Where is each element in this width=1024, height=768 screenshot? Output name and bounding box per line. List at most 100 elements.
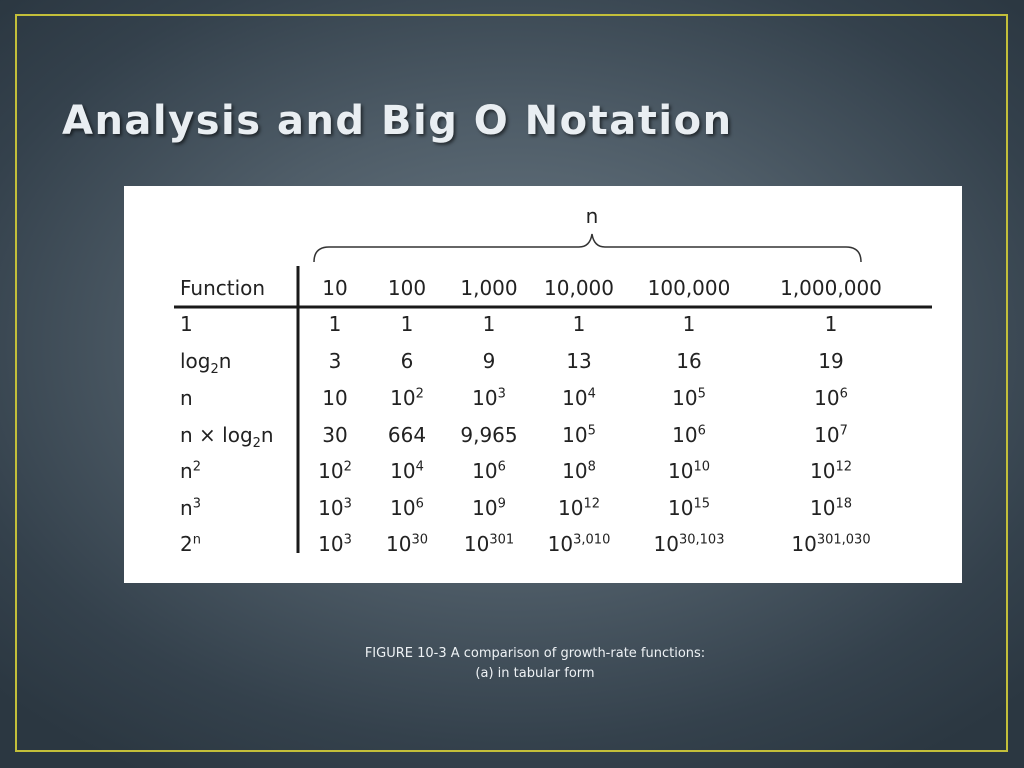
function-name: log bbox=[180, 349, 211, 373]
cell-exponent: 15 bbox=[693, 496, 710, 512]
function-label: 1 bbox=[180, 312, 193, 336]
growth-rate-table-figure: n Function 10 100 1,000 10,000 100,000 1,000,… bbox=[124, 186, 962, 583]
table-cell: 1 bbox=[825, 312, 838, 336]
cell-base: 10 bbox=[472, 496, 498, 520]
cell-exponent: 18 bbox=[835, 496, 852, 512]
cell-base: 3 bbox=[328, 349, 342, 373]
cell-base: 10 bbox=[810, 496, 836, 520]
cell-exponent: 5 bbox=[697, 386, 706, 402]
cell-exponent: 4 bbox=[587, 386, 596, 402]
table-cell: 102 bbox=[318, 459, 352, 483]
figure-caption-line-2: (a) in tabular form bbox=[475, 666, 595, 681]
cell-exponent: 12 bbox=[835, 459, 852, 475]
cell-base: 10 bbox=[390, 459, 416, 483]
cell-base: 10 bbox=[653, 532, 679, 556]
cell-exponent: 6 bbox=[415, 496, 424, 512]
function-subscript: 2 bbox=[252, 436, 261, 451]
function-superscript: 2 bbox=[192, 459, 201, 475]
cell-base: 1 bbox=[328, 312, 342, 336]
function-label: n × log2n bbox=[180, 423, 274, 450]
cell-base: 10 bbox=[463, 532, 490, 556]
slide-frame bbox=[15, 14, 1008, 752]
cell-base: 10 bbox=[390, 496, 416, 520]
table-cell: 103 bbox=[318, 532, 352, 556]
cell-base: 6 bbox=[400, 349, 414, 373]
table-cell: 10 bbox=[322, 386, 347, 410]
cell-base: 10 bbox=[672, 386, 698, 410]
table-cell: 9,965 bbox=[460, 423, 517, 447]
slide-title: Analysis and Big O Notation bbox=[62, 98, 733, 144]
cell-exponent: 2 bbox=[343, 459, 352, 475]
cell-base: 10 bbox=[322, 386, 348, 410]
cell-base: 10 bbox=[318, 532, 344, 556]
table-cell: 9 bbox=[483, 349, 496, 373]
table-rules bbox=[174, 233, 932, 553]
table-cell: 108 bbox=[562, 459, 596, 483]
cell-exponent: 3,010 bbox=[573, 532, 611, 548]
cell-base: 10 bbox=[562, 386, 588, 410]
n-axis-label: n bbox=[585, 204, 599, 228]
cell-base: 10 bbox=[791, 532, 817, 556]
table-cell: 107 bbox=[814, 423, 848, 447]
cell-base: 10 bbox=[814, 423, 840, 447]
cell-exponent: 12 bbox=[583, 496, 600, 512]
cell-base: 30 bbox=[322, 423, 348, 447]
table-cell: 106 bbox=[390, 496, 424, 520]
cell-exponent: 4 bbox=[415, 459, 424, 475]
cell-base: 10 bbox=[318, 496, 344, 520]
table-cell: 105 bbox=[562, 423, 596, 447]
function-name: n bbox=[180, 459, 193, 483]
cell-exponent: 10 bbox=[693, 459, 710, 475]
table-cell: 106 bbox=[672, 423, 706, 447]
table-cell: 105 bbox=[672, 386, 706, 410]
cell-exponent: 3 bbox=[343, 532, 352, 548]
cell-base: 1 bbox=[572, 312, 586, 336]
table-cell: 1 bbox=[483, 312, 496, 336]
column-header-n-value: 1,000 bbox=[460, 276, 518, 300]
function-label: log2n bbox=[180, 349, 231, 376]
table-cell: 1030 bbox=[386, 532, 428, 556]
table-cell: 104 bbox=[390, 459, 424, 483]
cell-base: 10 bbox=[472, 459, 498, 483]
cell-base: 9 bbox=[482, 349, 496, 373]
function-name-rest: n bbox=[260, 423, 274, 447]
cell-base: 13 bbox=[566, 349, 592, 373]
table-cell: 1 bbox=[329, 312, 342, 336]
cell-exponent: 2 bbox=[415, 386, 424, 402]
cell-base: 1 bbox=[824, 312, 838, 336]
column-header-n-value: 100,000 bbox=[647, 276, 731, 300]
cell-exponent: 30 bbox=[411, 532, 428, 548]
table-cell: 1 bbox=[573, 312, 586, 336]
table-cell: 1 bbox=[401, 312, 414, 336]
table-cell: 664 bbox=[388, 423, 426, 447]
cell-base: 1 bbox=[482, 312, 496, 336]
column-header-n-value: 10 bbox=[322, 276, 348, 300]
table-cell: 30 bbox=[322, 423, 347, 447]
function-label: n2 bbox=[180, 459, 201, 483]
cell-exponent: 9 bbox=[497, 496, 506, 512]
table-cell: 106 bbox=[814, 386, 848, 410]
cell-exponent: 30,103 bbox=[678, 532, 725, 548]
cell-base: 19 bbox=[818, 349, 844, 373]
function-name: n bbox=[180, 386, 193, 410]
cell-exponent: 6 bbox=[497, 459, 506, 475]
figure-caption-line-1: FIGURE 10-3 A comparison of growth-rate … bbox=[364, 646, 706, 661]
table-cell: 106 bbox=[472, 459, 506, 483]
cell-base: 10 bbox=[386, 532, 412, 556]
table-cell: 103,010 bbox=[548, 532, 611, 556]
table-cell: 3 bbox=[329, 349, 342, 373]
table-cell: 103 bbox=[318, 496, 352, 520]
cell-base: 9,965 bbox=[460, 423, 518, 447]
cell-base: 16 bbox=[676, 349, 702, 373]
function-superscript: n bbox=[192, 532, 201, 548]
table-cell: 103 bbox=[472, 386, 506, 410]
table-cell: 104 bbox=[562, 386, 596, 410]
function-name: n × log bbox=[180, 423, 253, 447]
function-name: 2 bbox=[180, 532, 193, 556]
cell-base: 1 bbox=[682, 312, 696, 336]
table-cell: 10301,030 bbox=[791, 532, 870, 556]
cell-exponent: 6 bbox=[697, 423, 706, 439]
table-cell: 102 bbox=[390, 386, 424, 410]
cell-base: 10 bbox=[318, 459, 344, 483]
column-header-n-value: 1,000,000 bbox=[780, 276, 882, 300]
